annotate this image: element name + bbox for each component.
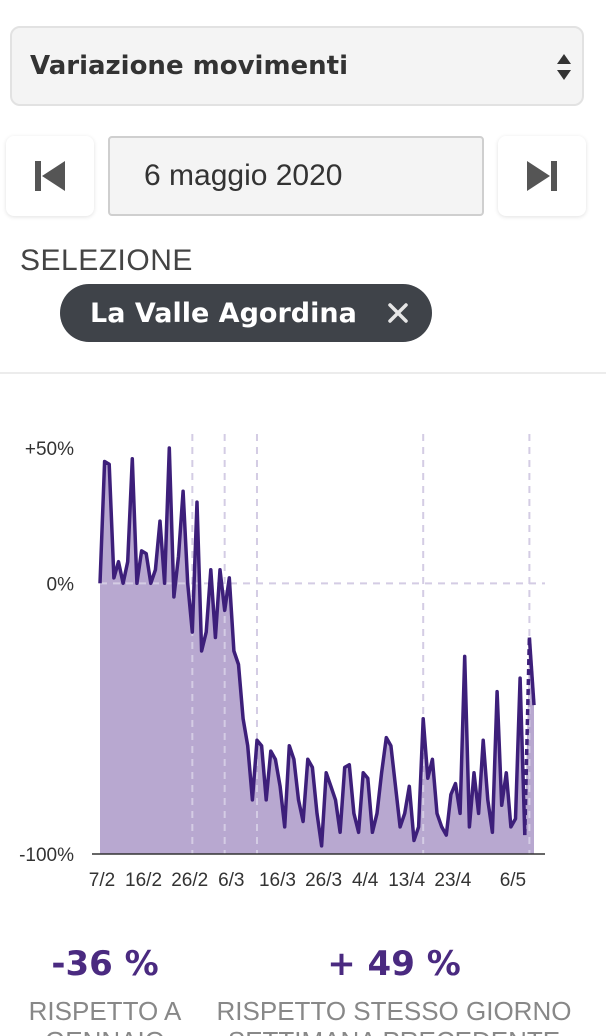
skip-back-icon xyxy=(35,161,65,191)
stat-vs-previous-week-desc-line1: RISPETTO STESSO GIORNO xyxy=(216,996,572,1026)
selection-label: SELEZIONE xyxy=(20,244,193,277)
x-tick-label: 6/3 xyxy=(218,870,244,891)
stat-vs-january-desc-line1: RISPETTO A xyxy=(28,996,182,1026)
stat-vs-previous-week-value: + 49 % xyxy=(327,944,461,984)
section-divider xyxy=(0,372,606,374)
date-value: 6 maggio 2020 xyxy=(144,159,343,192)
x-tick-label: 26/2 xyxy=(171,870,208,891)
stat-vs-previous-week: + 49 % RISPETTO STESSO GIORNO SETTIMANA … xyxy=(214,944,574,1036)
x-tick-label: 16/3 xyxy=(259,870,296,891)
date-field[interactable]: 6 maggio 2020 xyxy=(108,136,484,216)
previous-date-button[interactable] xyxy=(6,136,94,216)
metric-select-value: Variazione movimenti xyxy=(30,51,349,81)
metric-select[interactable]: Variazione movimenti xyxy=(10,26,584,106)
skip-forward-icon xyxy=(527,161,557,191)
x-tick-label: 26/3 xyxy=(305,870,342,891)
next-date-button[interactable] xyxy=(498,136,586,216)
series-line-end xyxy=(527,637,536,706)
y-tick-label: 0% xyxy=(47,574,75,595)
x-tick-label: 13/4 xyxy=(388,870,425,891)
y-tick-label: +50% xyxy=(25,439,74,460)
stat-vs-january: -36 % RISPETTO A GENNAIO xyxy=(20,944,190,1036)
movement-chart: +50% 0% -100% 7/2 16/2 26/2 6/3 16/3 26/3 4/4 13/4… xyxy=(19,434,545,891)
close-icon[interactable] xyxy=(386,301,410,325)
selection-chip: La Valle Agordina xyxy=(60,284,432,342)
x-tick-label: 7/2 xyxy=(89,870,115,891)
stat-vs-january-desc-line2: GENNAIO xyxy=(20,1026,190,1036)
stat-vs-previous-week-desc-line2: SETTIMANA PRECEDENTE xyxy=(214,1026,574,1036)
select-arrows-icon xyxy=(557,54,571,80)
series-line xyxy=(98,446,527,848)
x-tick-label: 16/2 xyxy=(125,870,162,891)
selection-chip-label: La Valle Agordina xyxy=(90,297,357,329)
y-tick-label: -100% xyxy=(19,845,74,866)
stat-vs-january-value: -36 % xyxy=(51,944,159,984)
x-tick-label: 23/4 xyxy=(434,870,471,891)
series-line-dashed xyxy=(523,637,532,836)
x-tick-label: 6/5 xyxy=(500,870,526,891)
x-tick-label: 4/4 xyxy=(352,870,379,891)
